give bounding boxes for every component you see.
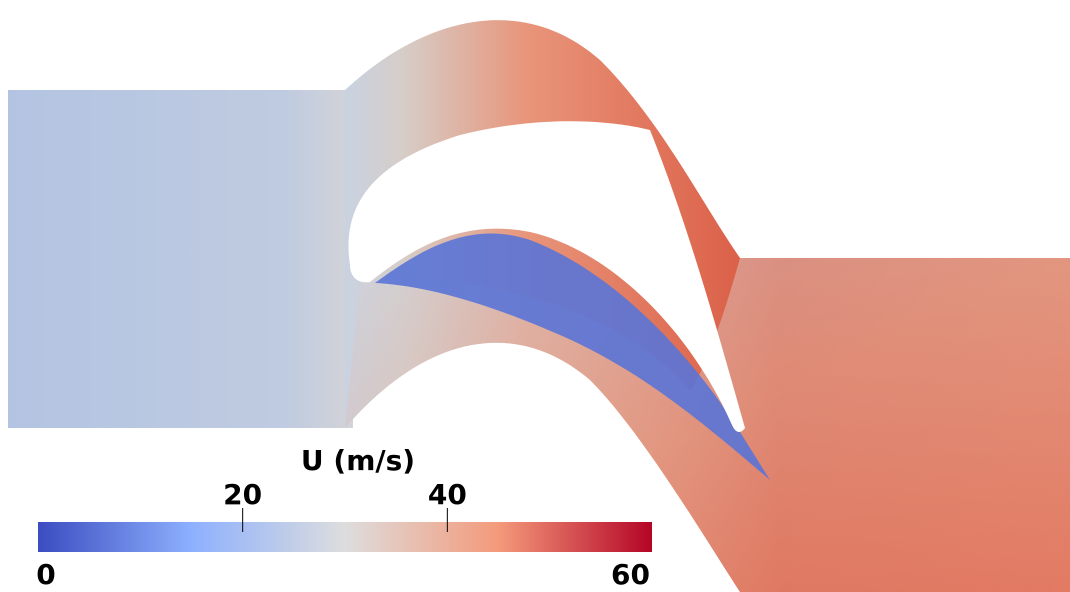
separation-region <box>375 233 770 480</box>
colorbar: U (m/s) 0 20 40 60 <box>36 444 652 591</box>
blade <box>348 121 745 432</box>
tick-label: 0 <box>36 558 55 591</box>
inlet-region <box>8 90 353 428</box>
colorbar-fill <box>38 522 652 552</box>
colorbar-title: U (m/s) <box>301 444 415 477</box>
tick-label: 40 <box>428 478 467 511</box>
tick-label: 20 <box>223 478 262 511</box>
flow-field <box>8 20 1070 592</box>
tick-label: 60 <box>611 558 650 591</box>
